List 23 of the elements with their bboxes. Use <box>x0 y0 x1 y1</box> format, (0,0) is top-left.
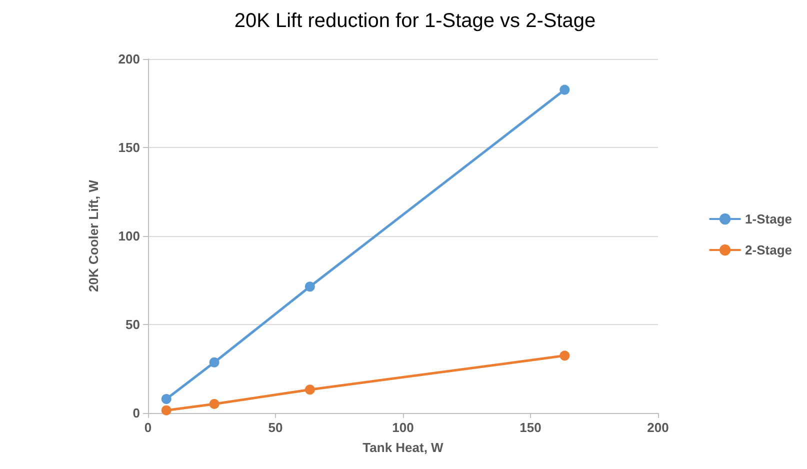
y-tick-label: 200 <box>118 52 140 66</box>
x-tick-label: 0 <box>144 420 152 435</box>
point <box>209 398 220 409</box>
x-tick-label: 100 <box>392 420 414 435</box>
point <box>304 282 315 292</box>
point <box>209 357 220 368</box>
y-axis-title: 20K Cooler Lift, W <box>86 179 101 292</box>
chart-title: 20K Lift reduction for 1-Stage vs 2-Stage <box>234 10 596 32</box>
point <box>304 384 315 395</box>
legend-label: 1-Stage <box>745 212 792 226</box>
point <box>560 350 570 361</box>
point <box>161 405 172 416</box>
x-tick-label: 150 <box>520 420 542 435</box>
x-tick-label: 50 <box>268 420 283 435</box>
x-tick-label: 200 <box>647 420 669 435</box>
y-tick-label: 150 <box>118 140 140 155</box>
y-tick-label: 0 <box>132 406 140 420</box>
point <box>560 84 570 95</box>
point <box>161 394 172 404</box>
legend-label: 2-Stage <box>745 242 792 258</box>
y-tick-label: 50 <box>126 317 140 332</box>
x-axis-title: Tank Heat, W <box>362 440 444 455</box>
y-tick-label: 100 <box>118 228 140 244</box>
